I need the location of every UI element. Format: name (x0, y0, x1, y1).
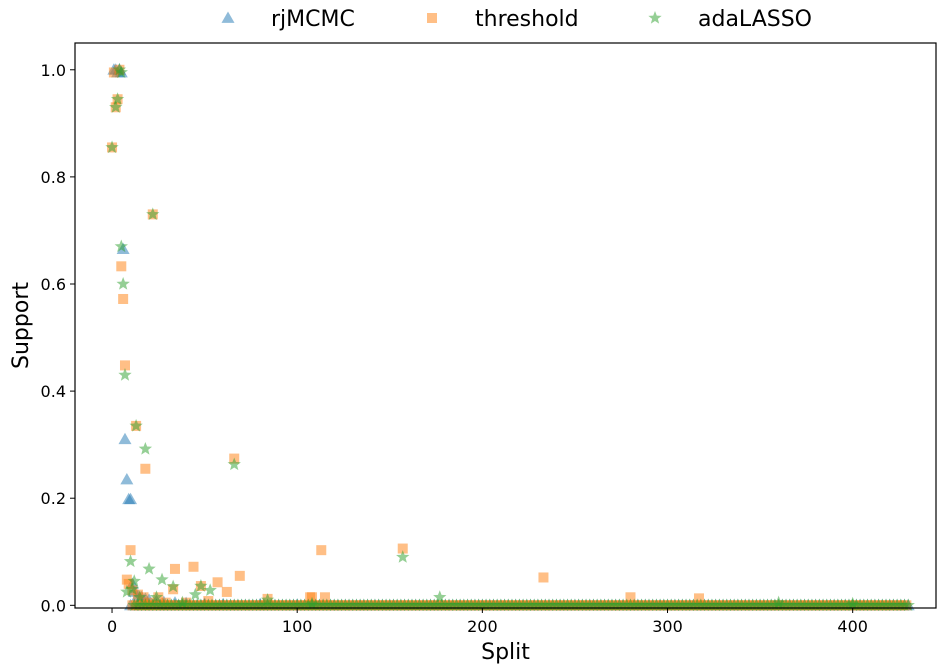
threshold-point (140, 463, 151, 474)
x-tick-label: 300 (652, 617, 683, 636)
adalasso-point (305, 596, 319, 610)
threshold-point (108, 67, 119, 78)
y-tick-label: 0.2 (41, 489, 66, 508)
rjmcmc-point (118, 432, 132, 445)
adalasso-point (194, 579, 208, 592)
adalasso-point (260, 592, 275, 606)
adalasso-point (188, 587, 203, 601)
series-rjMCMC (107, 63, 915, 611)
threshold-point (316, 545, 327, 556)
y-tick-label: 1.0 (41, 61, 66, 80)
plot-frame (74, 42, 937, 609)
series-adaLASSO (105, 62, 915, 611)
y-tick-label: 0.8 (41, 168, 66, 187)
adalasso-point (846, 596, 860, 610)
legend-marker-rjmcmc (221, 11, 235, 23)
plot-marks (105, 62, 915, 611)
threshold-point (397, 543, 408, 554)
threshold-point (160, 597, 171, 608)
series-threshold (107, 64, 912, 611)
adalasso-point (396, 550, 410, 563)
adalasso-point (110, 92, 125, 105)
adalasso-point (116, 277, 130, 290)
adalasso-point (146, 207, 160, 221)
adalasso-baseline-point (901, 598, 915, 611)
x-tick-label: 400 (837, 617, 868, 636)
rjmcmc-point (120, 472, 134, 485)
adalasso-point (142, 561, 156, 575)
adalasso-point (203, 583, 217, 596)
adalasso-point (123, 554, 138, 568)
adalasso-point (149, 590, 164, 603)
threshold-point (123, 578, 134, 589)
adalasso-point (120, 584, 134, 598)
adalasso-point (118, 368, 132, 381)
threshold-point (221, 586, 232, 597)
legend-marker-threshold (427, 13, 437, 23)
threshold-point (188, 561, 199, 572)
threshold-point (118, 293, 129, 304)
legend-marker-adalasso (648, 11, 662, 24)
adalasso-point (155, 572, 169, 586)
adalasso-point (166, 579, 180, 593)
legend: rjMCMC threshold adaLASSO (221, 7, 812, 32)
x-axis-title: Split (481, 640, 530, 664)
x-axis: 0 100 200 300 400 (107, 608, 868, 636)
y-axis-title: Support (9, 282, 34, 369)
adalasso-point (109, 100, 123, 113)
threshold-point (538, 572, 549, 583)
adalasso-point (133, 590, 147, 603)
threshold-point (625, 592, 636, 603)
threshold-point (119, 360, 130, 371)
threshold-point (125, 545, 136, 556)
adalasso-point (433, 590, 447, 603)
y-axis: 0.0 0.2 0.4 0.6 0.8 1.0 (41, 61, 75, 615)
legend-item-adalasso: adaLASSO (648, 7, 812, 32)
legend-label-adalasso: adaLASSO (698, 7, 812, 32)
adalasso-point (114, 65, 128, 79)
adalasso-point (129, 418, 143, 432)
threshold-point (116, 261, 127, 272)
adalasso-point (105, 140, 119, 154)
y-tick-label: 0.6 (41, 275, 66, 294)
x-tick-label: 0 (107, 617, 117, 636)
x-tick-label: 100 (282, 617, 313, 636)
adalasso-point (112, 62, 127, 76)
legend-label-threshold: threshold (475, 7, 579, 32)
threshold-point (319, 592, 330, 603)
adalasso-point (227, 457, 241, 471)
legend-label-rjmcmc: rjMCMC (271, 7, 355, 32)
legend-item-rjmcmc: rjMCMC (221, 7, 355, 32)
threshold-point (693, 593, 704, 604)
y-tick-label: 0.0 (41, 596, 66, 615)
adalasso-point (138, 441, 153, 455)
y-tick-label: 0.4 (41, 382, 66, 401)
adalasso-point (771, 595, 786, 609)
threshold-point (212, 577, 223, 588)
rjmcmc-point (124, 492, 138, 505)
threshold-point (169, 563, 180, 574)
adalasso-point (127, 574, 141, 587)
adalasso-point (114, 239, 128, 253)
adalasso-point (125, 582, 140, 595)
threshold-point (234, 570, 245, 581)
adalasso-point (175, 595, 190, 609)
threshold-point (132, 589, 143, 600)
x-tick-label: 200 (467, 617, 498, 636)
legend-item-threshold: threshold (427, 7, 579, 32)
